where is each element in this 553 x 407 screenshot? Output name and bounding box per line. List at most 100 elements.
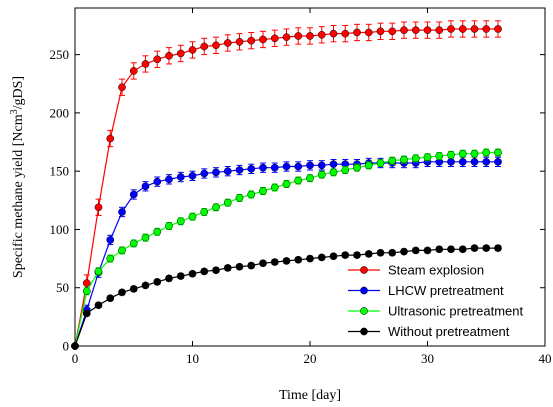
data-point — [270, 183, 279, 192]
y-tick-label: 200 — [50, 105, 70, 120]
data-point — [212, 41, 220, 50]
axes-layer: 0 10 20 30 40 0 50 100 150 200 250 — [50, 8, 552, 366]
data-point — [200, 169, 209, 178]
data-point — [364, 28, 373, 37]
data-point — [259, 187, 267, 195]
series-group — [71, 156, 502, 350]
data-point — [411, 246, 420, 255]
data-point — [423, 246, 432, 255]
data-point — [153, 278, 162, 286]
data-point — [294, 255, 303, 264]
data-point — [470, 157, 479, 166]
data-point — [388, 248, 397, 257]
data-point — [223, 198, 232, 207]
data-point — [317, 170, 326, 179]
data-point — [447, 25, 455, 33]
data-point — [212, 266, 220, 275]
data-point — [364, 161, 373, 170]
data-point — [435, 152, 444, 160]
data-point — [188, 46, 197, 54]
data-point — [176, 217, 185, 226]
data-point — [447, 245, 455, 254]
data-point — [118, 246, 126, 255]
data-point — [235, 194, 244, 202]
data-point — [141, 60, 150, 68]
data-point — [165, 222, 173, 230]
data-point — [482, 244, 491, 252]
data-point — [223, 167, 232, 176]
data-point — [282, 162, 291, 171]
data-point — [176, 272, 185, 280]
y-tick-label: 100 — [50, 222, 70, 237]
data-point — [118, 83, 126, 92]
data-point — [129, 239, 138, 248]
data-point — [317, 30, 326, 39]
data-point — [435, 245, 444, 254]
data-point — [200, 267, 209, 276]
data-point — [423, 153, 432, 162]
y-axis-title-main: Specific methane yield [Ncm — [11, 114, 26, 278]
data-point — [458, 157, 467, 166]
series-group — [71, 20, 502, 350]
data-point — [165, 274, 173, 283]
data-point — [329, 160, 338, 169]
data-point — [259, 259, 267, 268]
data-point — [458, 25, 467, 33]
data-point — [458, 245, 467, 254]
data-point — [282, 180, 291, 188]
legend-label: Without pretreatment — [388, 324, 510, 339]
data-point — [247, 190, 256, 199]
data-point — [482, 157, 491, 166]
data-point — [141, 182, 150, 191]
data-point — [94, 267, 103, 276]
data-point — [494, 244, 502, 252]
x-tick-label: 20 — [304, 351, 317, 366]
data-point — [82, 287, 91, 296]
data-point — [282, 257, 291, 265]
data-point — [341, 251, 350, 259]
data-point — [482, 25, 491, 33]
legend-swatch-marker — [360, 327, 368, 336]
data-point — [188, 171, 197, 180]
data-point — [106, 236, 115, 244]
data-point — [200, 42, 209, 51]
series-group — [71, 244, 502, 350]
data-point — [411, 26, 420, 34]
data-point — [388, 156, 397, 165]
x-tick-label: 40 — [539, 351, 552, 366]
data-point — [306, 32, 314, 40]
data-point — [129, 285, 138, 293]
data-point — [341, 166, 350, 174]
data-point — [141, 233, 150, 242]
data-point — [165, 175, 173, 184]
legend-label: LHCW pretreatment — [388, 283, 504, 298]
data-point — [153, 55, 162, 64]
data-point — [376, 159, 385, 167]
data-point — [247, 261, 256, 270]
data-point — [317, 253, 326, 262]
data-point — [306, 161, 314, 170]
data-point — [494, 148, 502, 157]
data-point — [494, 25, 502, 33]
y-axis-title-superscript: 3 — [9, 109, 20, 114]
data-point — [223, 264, 232, 272]
data-point — [188, 269, 197, 278]
legend-swatch-marker — [360, 286, 368, 295]
data-point — [317, 161, 326, 170]
data-point — [400, 26, 408, 34]
data-point — [270, 163, 279, 172]
data-point — [94, 203, 103, 212]
series-layer — [71, 20, 502, 350]
y-tick-label: 0 — [63, 339, 70, 354]
data-point — [106, 254, 115, 263]
data-point — [376, 27, 385, 36]
data-point — [458, 149, 467, 158]
data-point — [82, 309, 91, 318]
data-point — [153, 177, 162, 186]
data-point — [364, 250, 373, 258]
data-point — [270, 34, 279, 43]
data-point — [329, 168, 338, 177]
data-point — [470, 25, 479, 33]
data-point — [259, 35, 267, 44]
